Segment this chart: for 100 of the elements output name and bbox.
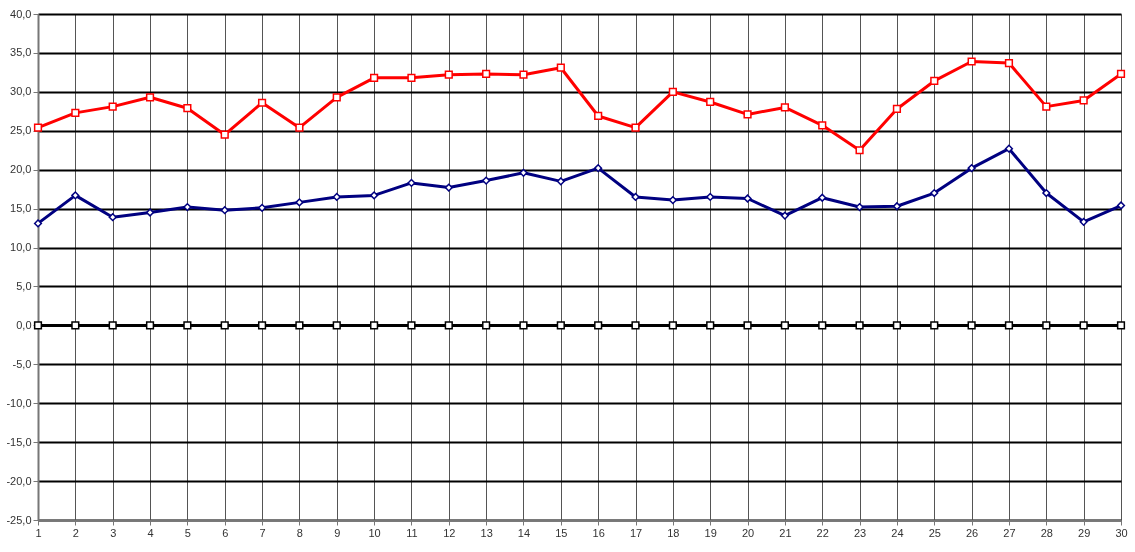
x-tick-label: 15 <box>555 526 568 539</box>
point <box>108 213 117 222</box>
point <box>444 70 453 79</box>
point <box>183 202 192 212</box>
point <box>594 321 603 330</box>
y-tick-label: 30,0 <box>10 85 32 98</box>
point <box>967 321 976 330</box>
point <box>295 123 304 132</box>
point <box>1004 58 1014 68</box>
point <box>743 110 752 119</box>
point <box>519 168 528 177</box>
x-tick-label: 16 <box>592 526 605 539</box>
y-tick-label: -20,0 <box>6 474 32 487</box>
point <box>743 194 752 203</box>
point <box>145 321 155 330</box>
y-tick-label: -10,0 <box>6 396 32 409</box>
point <box>295 198 304 207</box>
point <box>220 130 229 139</box>
point <box>780 211 789 220</box>
x-tick-label: 24 <box>891 526 904 539</box>
point <box>892 202 902 211</box>
x-tick-label: 5 <box>184 526 191 539</box>
point <box>780 321 789 330</box>
point <box>444 321 453 330</box>
point <box>407 73 416 82</box>
point <box>407 178 416 188</box>
y-tick-label: -5,0 <box>12 357 32 370</box>
point <box>108 102 117 111</box>
x-tick-label: 17 <box>629 526 643 539</box>
x-tick-label: 7 <box>259 526 266 539</box>
point <box>71 321 80 330</box>
point <box>33 219 43 228</box>
point <box>332 192 341 202</box>
point <box>220 206 229 215</box>
point <box>892 321 902 330</box>
x-tick-label: 12 <box>443 526 456 539</box>
point <box>220 321 229 330</box>
x-tick-label: 10 <box>368 526 381 539</box>
point <box>967 164 976 173</box>
point <box>930 321 939 330</box>
point <box>71 191 80 200</box>
point <box>482 176 491 185</box>
point <box>706 321 715 330</box>
point <box>594 111 603 121</box>
point <box>855 146 864 155</box>
x-tick-label: 3 <box>110 526 117 539</box>
point <box>668 195 677 205</box>
point <box>967 57 976 66</box>
point <box>519 321 528 330</box>
x-tick-label: 1 <box>35 526 42 539</box>
x-tick-label: 9 <box>334 526 341 539</box>
y-tick-label: 25,0 <box>10 124 32 137</box>
point <box>1079 96 1088 105</box>
x-tick-label: 11 <box>406 526 418 539</box>
point <box>930 188 939 198</box>
point <box>1004 321 1014 330</box>
point <box>370 73 379 82</box>
point <box>295 321 304 330</box>
point <box>556 63 565 72</box>
point <box>1004 144 1014 153</box>
point <box>818 321 827 330</box>
point <box>183 321 192 330</box>
point <box>257 203 267 212</box>
y-tick-label: -25,0 <box>6 513 32 526</box>
point <box>519 70 528 79</box>
x-tick-label: 14 <box>517 526 531 539</box>
y-tick-label: 20,0 <box>10 163 32 176</box>
x-tick-label: 26 <box>966 526 979 539</box>
point <box>482 321 491 330</box>
point <box>631 321 640 330</box>
x-tick-label: 27 <box>1003 526 1016 539</box>
x-tick-label: 28 <box>1040 526 1053 539</box>
point <box>71 108 80 117</box>
point <box>257 321 267 330</box>
point <box>855 202 864 212</box>
x-tick-label: 21 <box>779 526 792 539</box>
point <box>780 103 789 112</box>
point <box>706 192 715 202</box>
x-tick-label: 13 <box>480 526 493 539</box>
point <box>556 177 565 186</box>
point <box>183 104 192 113</box>
x-tick-label: 25 <box>928 526 941 539</box>
point <box>332 321 341 330</box>
point <box>930 76 939 86</box>
x-tick-label: 30 <box>1115 526 1128 539</box>
point <box>818 193 827 202</box>
point <box>668 87 677 96</box>
point <box>145 93 155 102</box>
y-tick-label: 15,0 <box>10 202 32 215</box>
x-tick-label: 8 <box>296 526 303 539</box>
point <box>108 321 117 330</box>
point <box>370 191 379 200</box>
x-tick-label: 29 <box>1078 526 1091 539</box>
point <box>594 164 603 173</box>
x-tick-label: 6 <box>222 526 229 539</box>
point <box>668 321 677 330</box>
x-tick-label: 22 <box>816 526 829 539</box>
x-tick-label: 4 <box>147 526 154 539</box>
y-tick-label: 10,0 <box>10 241 32 254</box>
point <box>818 121 827 130</box>
